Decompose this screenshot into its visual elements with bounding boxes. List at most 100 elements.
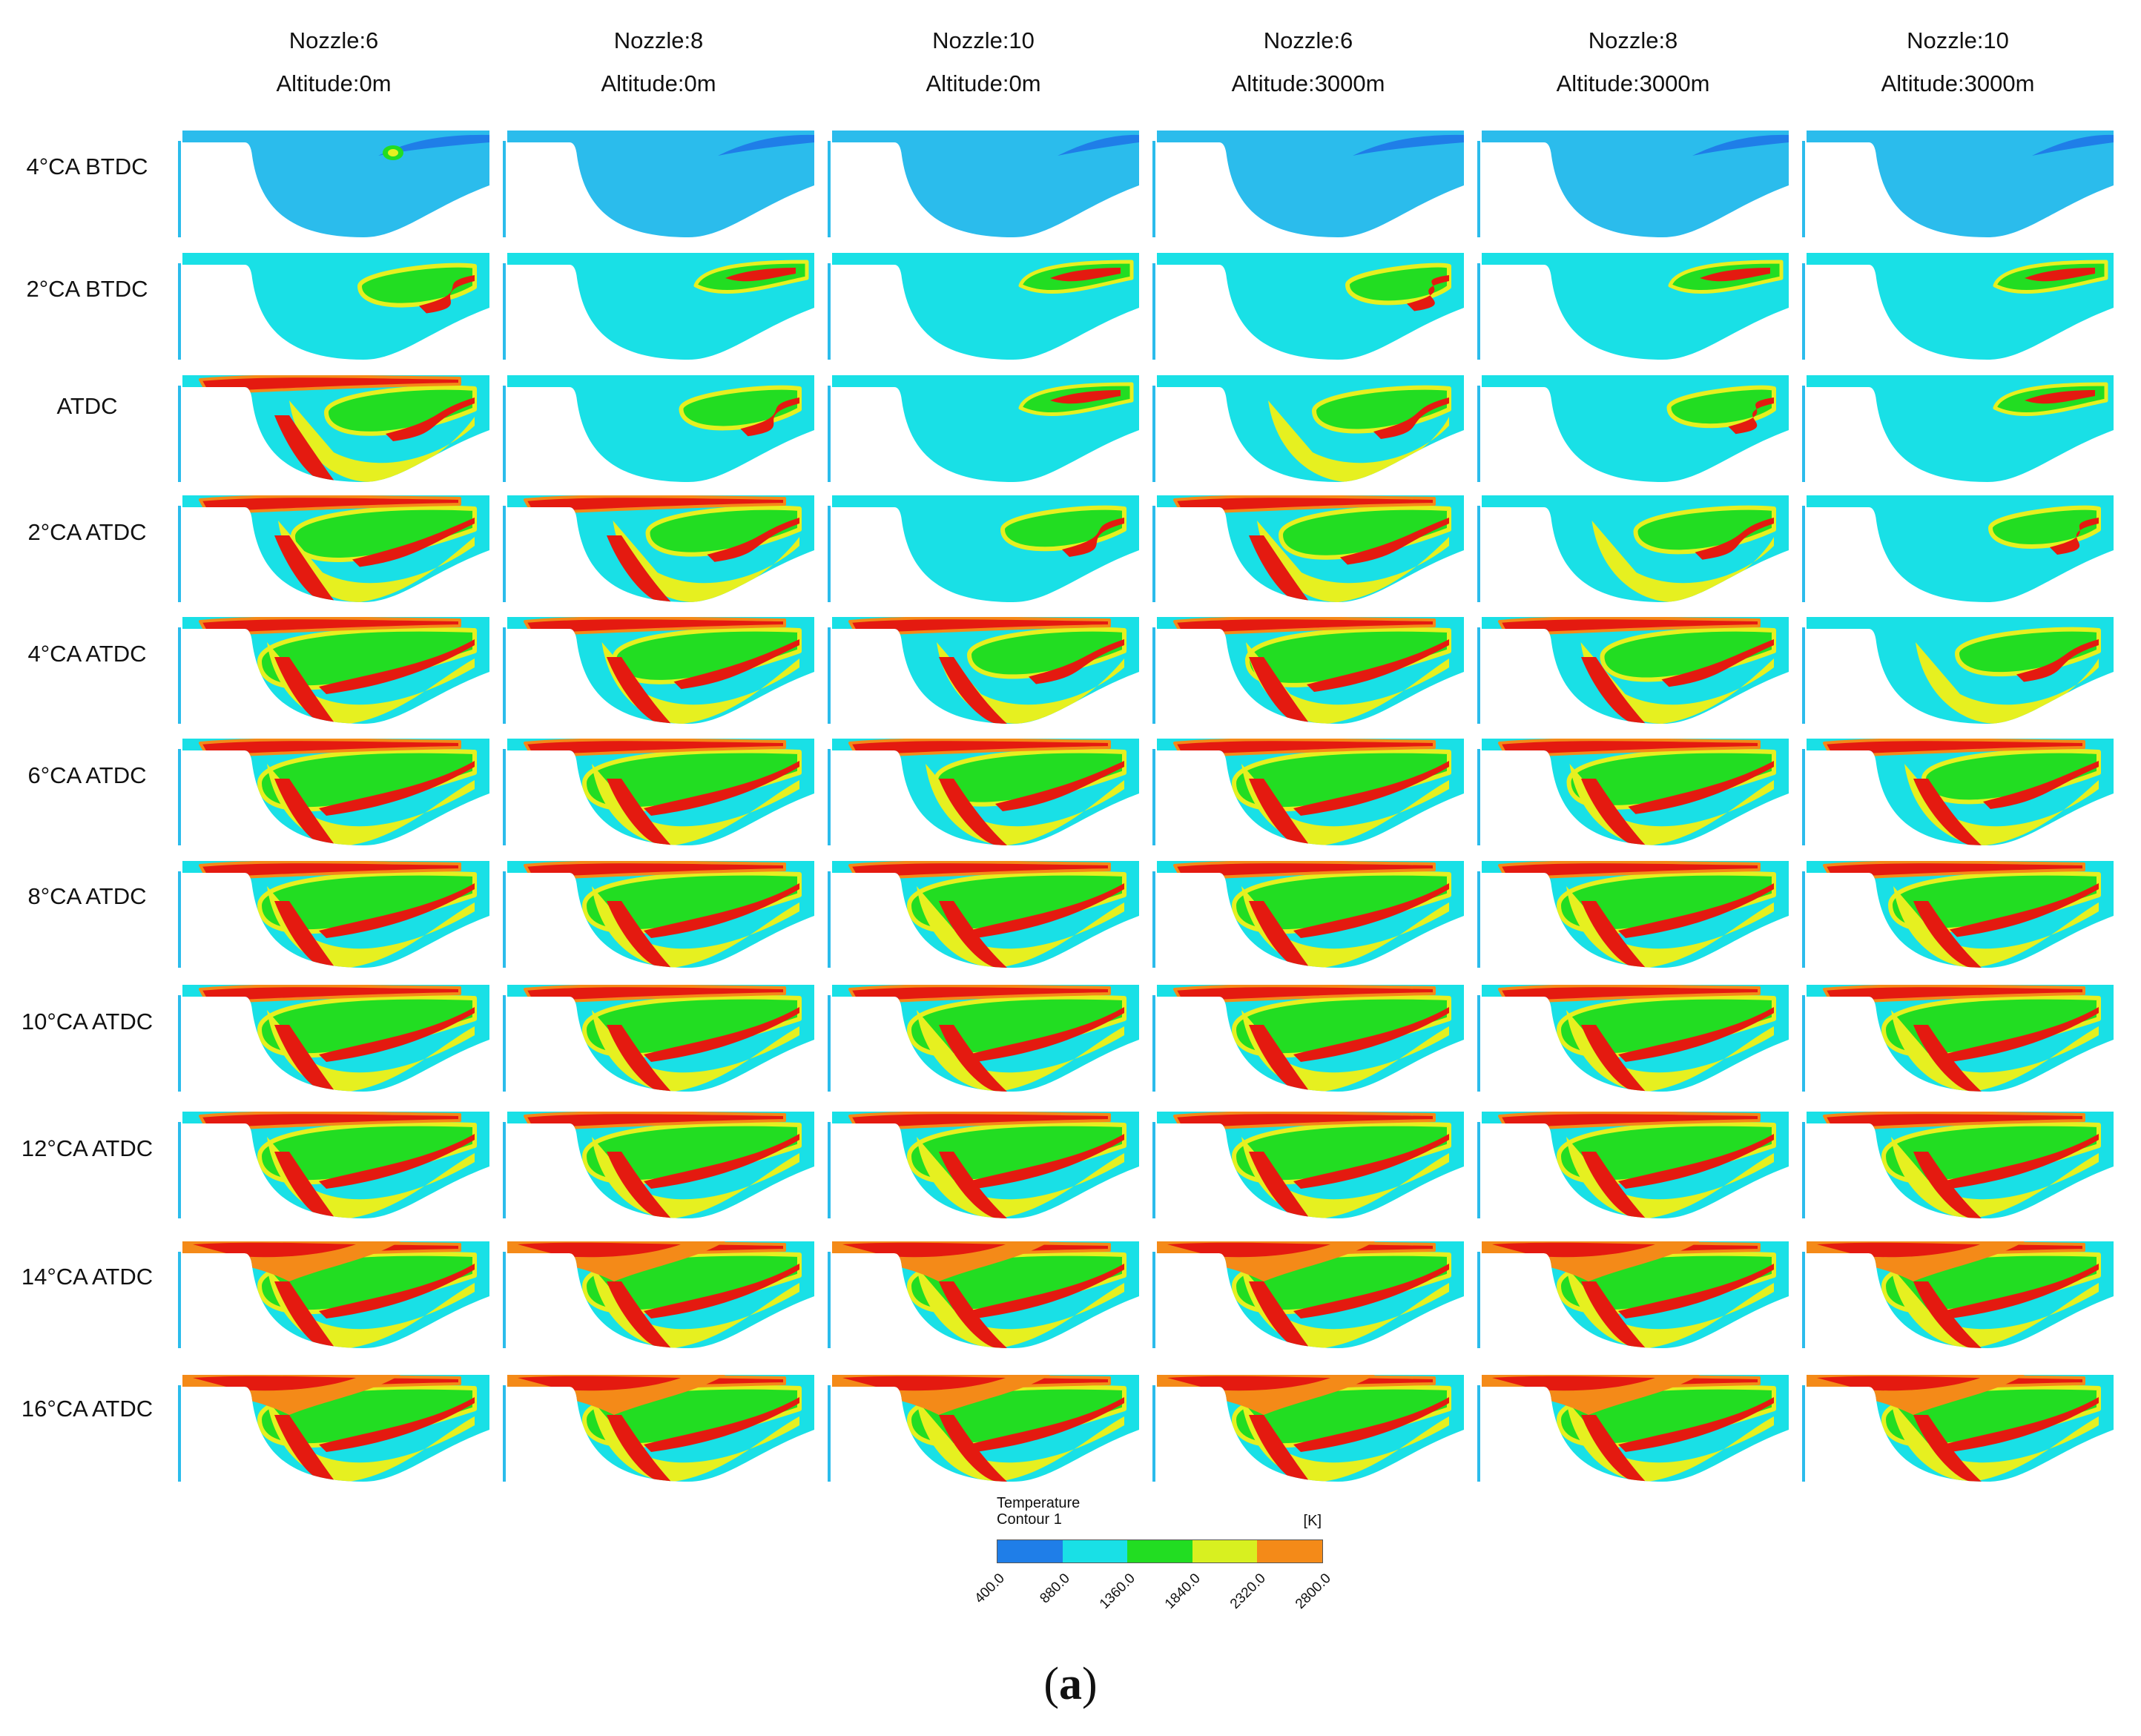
column-header-nozzle: Nozzle:8	[1588, 27, 1678, 53]
temperature-contour	[1802, 375, 2114, 482]
temperature-contour	[1152, 1375, 1464, 1482]
contour-panel	[828, 1107, 1139, 1218]
temperature-contour	[178, 495, 489, 602]
temperature-legend: Temperature Contour 1 [K] 400.0 880.0 1360…	[971, 1491, 1335, 1624]
contour-panel	[1802, 613, 2114, 724]
contour-panel	[1802, 491, 2114, 602]
legend-colorbar	[997, 1539, 1323, 1563]
temperature-contour	[1477, 1241, 1789, 1348]
row-label: 12°CA ATDC	[21, 1135, 154, 1161]
column-header-nozzle: Nozzle:6	[1263, 27, 1353, 53]
legend-tick-label: 880.0	[1037, 1571, 1073, 1607]
contour-panel	[503, 857, 814, 968]
temperature-contour	[1477, 739, 1789, 845]
temperature-contour	[178, 1375, 489, 1482]
legend-title-line1: Temperature	[997, 1495, 1081, 1511]
contour-panel	[1477, 857, 1789, 968]
temperature-contour	[1802, 1375, 2114, 1482]
temperature-contour	[178, 985, 489, 1092]
contour-panel	[1802, 126, 2114, 237]
column-header-altitude: Altitude:3000m	[1556, 70, 1710, 96]
temperature-contour	[828, 1112, 1139, 1218]
contour-panel	[178, 1237, 489, 1348]
contour-panel	[503, 248, 814, 360]
temperature-contour	[1477, 985, 1789, 1092]
temperature-contour	[503, 985, 814, 1092]
contour-panel	[828, 1370, 1139, 1482]
figure-caption: (a)	[0, 1658, 2141, 1711]
temperature-contour	[178, 131, 489, 237]
temperature-contour	[828, 375, 1139, 482]
temperature-contour	[1152, 375, 1464, 482]
column-header: Nozzle:6 Altitude:0m	[178, 19, 489, 105]
row-label: 4°CA ATDC	[27, 641, 147, 667]
temperature-contour	[1802, 495, 2114, 602]
legend-color-segment	[1062, 1540, 1128, 1562]
temperature-contour	[828, 617, 1139, 724]
contour-panel	[1802, 857, 2114, 968]
row-label: ATDC	[56, 393, 118, 419]
column-header-altitude: Altitude:3000m	[1881, 70, 2035, 96]
temperature-contour	[1477, 861, 1789, 968]
contour-panel	[1802, 248, 2114, 360]
temperature-contour	[503, 253, 814, 360]
temperature-contour	[503, 617, 814, 724]
contour-panel	[828, 1237, 1139, 1348]
column-header-nozzle: Nozzle:10	[1907, 27, 2009, 53]
temperature-contour	[1477, 1112, 1789, 1218]
contour-panel	[1477, 248, 1789, 360]
temperature-contour	[1152, 1112, 1464, 1218]
temperature-contour	[1152, 253, 1464, 360]
caption-letter: a	[1059, 1659, 1082, 1709]
contour-panel	[1152, 980, 1464, 1092]
contour-panel	[503, 1237, 814, 1348]
contour-panel	[503, 1107, 814, 1218]
contour-panel	[1477, 491, 1789, 602]
contour-panel	[503, 491, 814, 602]
temperature-contour	[1152, 739, 1464, 845]
contour-panel	[1802, 1107, 2114, 1218]
row-label: 8°CA ATDC	[27, 883, 147, 909]
legend-tick-label: 2320.0	[1227, 1571, 1269, 1612]
legend-tick-label: 2800.0	[1292, 1571, 1334, 1612]
contour-panel	[1152, 857, 1464, 968]
contour-panel	[178, 248, 489, 360]
temperature-contour	[178, 861, 489, 968]
temperature-contour	[828, 131, 1139, 237]
contour-panel	[1152, 491, 1464, 602]
temperature-contour	[503, 495, 814, 602]
contour-panel	[1152, 1107, 1464, 1218]
legend-title: Temperature Contour 1	[997, 1495, 1080, 1528]
column-header-altitude: Altitude:0m	[276, 70, 392, 96]
contour-panel	[178, 126, 489, 237]
legend-tick-label: 1360.0	[1096, 1571, 1138, 1612]
row-label: 4°CA BTDC	[26, 154, 148, 179]
column-header-altitude: Altitude:0m	[601, 70, 716, 96]
temperature-contour	[503, 861, 814, 968]
contour-panel	[1477, 1237, 1789, 1348]
column-header: Nozzle:8 Altitude:3000m	[1477, 19, 1789, 105]
contour-panel	[503, 980, 814, 1092]
row-label: 6°CA ATDC	[27, 762, 147, 788]
temperature-contour	[1477, 131, 1789, 237]
temperature-contour	[178, 375, 489, 482]
temperature-contour	[178, 739, 489, 845]
contour-panel	[1477, 126, 1789, 237]
contour-panel	[828, 371, 1139, 482]
contour-panel	[828, 613, 1139, 724]
contour-panel	[1802, 1237, 2114, 1348]
contour-panel	[178, 857, 489, 968]
temperature-contour	[828, 253, 1139, 360]
temperature-contour	[1802, 617, 2114, 724]
column-header: Nozzle:6 Altitude:3000m	[1152, 19, 1464, 105]
row-label: 14°CA ATDC	[21, 1264, 154, 1290]
temperature-contour	[1477, 1375, 1789, 1482]
contour-panel	[178, 1107, 489, 1218]
temperature-contour	[828, 1241, 1139, 1348]
temperature-contour	[503, 1375, 814, 1482]
legend-tick-label: 1840.0	[1161, 1571, 1204, 1612]
row-label: 16°CA ATDC	[21, 1396, 154, 1422]
temperature-contour	[178, 1112, 489, 1218]
contour-panel	[1477, 613, 1789, 724]
temperature-contour	[828, 1375, 1139, 1482]
